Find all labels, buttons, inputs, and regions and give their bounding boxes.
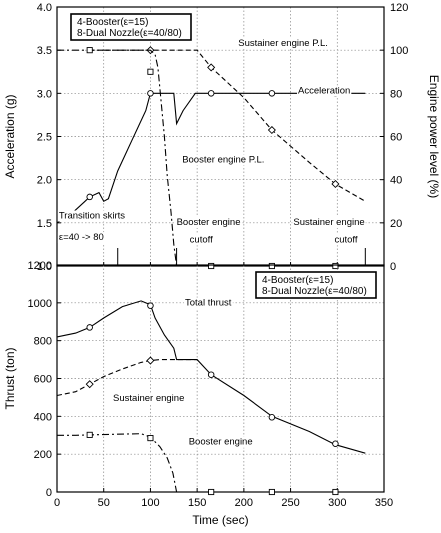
y2-tick-label: 80 [390,88,402,100]
legend-box [255,271,377,299]
data-marker-circle [207,90,215,97]
data-marker-circle [332,440,339,448]
bottom-chart-panel: 0 50 100 150 200 250 300 350 0 200 400 600 800 1000 12… [3,260,393,527]
series-line [89,49,366,202]
y2-tick-label: 60 [390,132,402,144]
annotation-label: Sustainer engine [293,217,364,228]
annotation-label: Sustainer engine [113,393,184,404]
data-marker-circle [86,193,93,201]
legend-entry: 4-Booster(ε=15) [77,17,148,28]
x-tick-label: 0 [54,497,60,509]
y-tick-label: 600 [34,374,52,386]
annotation-bg [292,216,366,228]
annotation-label: Sustainer engine P.L. [238,38,328,49]
y-tick-label: 400 [34,411,52,423]
x-tick-label: 250 [281,497,299,509]
y-tick-label: 1200 [28,260,52,272]
y-tick-label: 800 [34,336,52,348]
x-tick-label: 300 [328,497,346,509]
y2-tick-label: 20 [390,218,402,230]
data-marker-circle [147,90,154,97]
data-marker-square [147,435,154,442]
top-chart-panel: 1.0 1.5 2.0 2.5 3.0 3.5 4.0 0 20 40 60 80 100 120 Acce… [3,2,441,273]
legend-entry: 8-Dual Nozzle(ε=40/80) [262,286,367,297]
y-tick-label: 3.0 [37,88,52,100]
y-tick-label: 1.0 [37,261,52,273]
data-marker-square [86,431,93,438]
annotation-bg [57,232,105,244]
annotation-bg [333,234,359,246]
x-tick-label: 100 [141,497,159,509]
data-marker-circle [86,324,93,331]
annotation-label: Total thrust [185,298,232,309]
y-tick-label: 0 [46,487,52,499]
annotation-bg [297,85,352,97]
data-marker-diamond [331,179,340,189]
series-line [56,92,366,224]
y2-axis-label: Engine power level (%) [427,75,441,198]
y-tick-label: 200 [34,449,52,461]
data-marker-square [332,262,339,270]
x-tick-label: 350 [375,497,393,509]
y-tick-label: 1.5 [37,218,52,230]
y-tick-label: 2.5 [37,132,52,144]
annotation-bg [181,154,266,166]
annotation-label: Transition skirts [59,211,125,222]
x-axis-label: Time (sec) [192,513,248,527]
legend-entry: 4-Booster(ε=15) [262,275,333,286]
annotation-label: Booster engine [189,437,253,448]
series-line [57,49,178,267]
data-marker-square [86,47,93,54]
y-axis-label: Acceleration (g) [3,94,17,178]
legend-box [70,13,192,41]
legend-entry: 8-Dual Nozzle(ε=40/80) [77,28,182,39]
annotation-bg [57,210,127,222]
data-marker-circle [268,90,276,97]
annotation-bg [187,436,254,448]
data-marker-square [208,262,215,270]
y2-tick-label: 40 [390,175,402,187]
data-marker-circle [147,302,154,309]
series-line [56,359,198,397]
annotation-bg [183,297,233,309]
y-tick-label: 4.0 [37,2,52,14]
data-marker-diamond [146,356,155,365]
annotation-label: cutoff [334,234,357,245]
series-line [57,433,178,493]
data-marker-square [268,488,275,496]
data-marker-diamond [85,380,94,389]
data-marker-square [332,488,339,496]
data-marker-square [147,68,154,75]
data-marker-square [268,262,275,270]
data-marker-circle [207,371,215,378]
data-marker-square [208,488,215,496]
annotation-bg [188,234,215,246]
data-marker-diamond [207,63,216,72]
annotation-label: Booster engine P.L. [182,154,264,165]
x-tick-label: 200 [235,497,253,509]
y-tick-label: 1000 [28,298,52,310]
annotation-bg [175,216,242,228]
annotation-bg [112,393,186,405]
annotation-label: Acceleration [298,85,350,96]
x-tick-label: 50 [98,497,110,509]
x-tick-label: 150 [188,497,206,509]
data-marker-diamond [267,125,276,135]
y-tick-label: 2.0 [37,175,52,187]
y-tick-label: 3.5 [37,45,52,57]
y2-tick-label: 0 [390,261,396,273]
annotation-bg [237,37,329,49]
y-axis-label: Thrust (ton) [3,347,17,409]
y2-tick-label: 100 [390,45,408,57]
annotation-label: ε=40 -> 80 [59,232,104,243]
data-marker-circle [268,414,276,421]
y2-tick-label: 120 [390,2,408,14]
annotation-label: Booster engine [177,217,241,228]
annotation-label: cutoff [190,234,213,245]
